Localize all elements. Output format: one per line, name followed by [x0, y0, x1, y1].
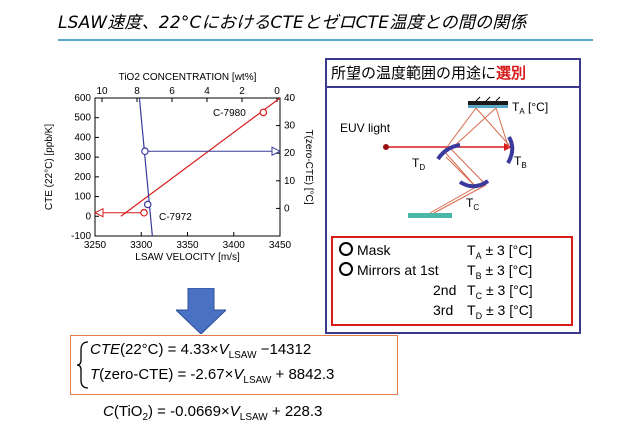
optics-diagram: EUV light TA [°C] TB TD TC: [340, 96, 548, 218]
y2-axis-label: T(zero-CTE) [°C]: [303, 129, 314, 204]
y-tick-label: 400: [74, 132, 91, 143]
panel-heading-text: 所望の温度範囲の用途に: [331, 64, 497, 82]
down-arrow-icon: [176, 288, 226, 334]
data-marker: [259, 108, 268, 117]
data-marker: [141, 147, 149, 156]
panel-heading: 所望の温度範囲の用途に選別: [325, 58, 581, 88]
euv-label: EUV light: [340, 121, 391, 135]
blue-arrow-head: [271, 146, 282, 157]
top-tick-label: 4: [204, 86, 210, 97]
panel-heading-highlight: 選別: [496, 64, 527, 82]
annotation-c7980: C-7980: [213, 108, 246, 119]
y2-tick-label: 10: [284, 176, 296, 187]
y-tick-label: 300: [74, 152, 91, 163]
y-tick-label: 600: [74, 93, 91, 104]
top-tick-label: 2: [239, 86, 245, 97]
ta-label: TA [°C]: [512, 100, 548, 116]
optics-panel: [325, 86, 581, 334]
title-main: LSAW速度、22°CにおけるCTEとゼロCTE温度との間の関係: [58, 13, 527, 33]
temp-row-mirror2: 2nd: [433, 282, 457, 298]
title-underline: [58, 39, 593, 41]
temp-row-mirror3: 3rd: [433, 302, 454, 318]
mask-hatch: [485, 96, 491, 102]
y2-tick-label: 40: [284, 93, 296, 104]
equation-zero-cte: T(zero-CTE) = -2.67×VLSAW + 8842.3: [90, 366, 335, 386]
cte-chart: 3250 3300 3350 3400 34506005004003002001000-…: [44, 72, 314, 263]
top-tick-label: 10: [96, 86, 108, 97]
temperature-table: Mask TA ± 3 [°C] Mirrors at 1st TB ± 3 […: [331, 236, 573, 326]
mask-plate: [468, 101, 508, 105]
left-brace: [76, 341, 89, 389]
y-tick-label: -100: [71, 231, 91, 242]
y2-tick-label: 20: [284, 148, 296, 159]
mirror-c: [458, 179, 490, 189]
temp-row-mask: Mask: [339, 242, 390, 260]
x-axis-label: LSAW VELOCITY [m/s]: [135, 252, 240, 263]
td-label: TD: [412, 156, 425, 172]
euv-source-icon: [383, 144, 389, 150]
y-tick-label: 100: [74, 192, 91, 203]
equation-tio2: C(TiO2) = -0.0669×VLSAW + 228.3: [103, 403, 323, 423]
top-tick-label: 0: [274, 86, 280, 97]
temp-row-mirror1: Mirrors at 1st: [339, 262, 439, 280]
x-tick-label: 3450: [269, 240, 292, 251]
page-title: LSAW速度、22°CにおけるCTEとゼロCTE温度との間の関係: [58, 8, 527, 33]
tc-label: TC: [466, 196, 479, 212]
circle-bullet-icon: [339, 242, 353, 256]
mirror-d: [436, 143, 461, 161]
y-tick-label: 500: [74, 113, 91, 124]
y-tick-label: 0: [85, 211, 91, 222]
tb-label: TB: [514, 154, 527, 170]
equation-box: [70, 335, 398, 395]
y2-tick-label: 30: [284, 121, 296, 132]
wafer: [408, 213, 452, 218]
mirror-b: [506, 135, 515, 164]
x-tick-label: 3400: [223, 240, 246, 251]
mask-hatch: [475, 96, 481, 102]
y-tick-label: 200: [74, 172, 91, 183]
series-line-1: [138, 98, 153, 236]
x-tick-label: 3250: [84, 240, 107, 251]
x-tick-label: 3350: [176, 240, 199, 251]
annotation-c7972: C-7972: [159, 212, 192, 223]
red-arrow-head: [93, 207, 104, 218]
reflected-rays: [429, 107, 510, 214]
y2-tick-label: 0: [284, 203, 290, 214]
top-tick-label: 8: [134, 86, 140, 97]
mask-surface: [468, 105, 508, 108]
temp-value-mask: TA ± 3 [°C]: [467, 242, 533, 261]
temp-value-mirror3: TD ± 3 [°C]: [467, 302, 533, 321]
data-marker: [143, 200, 152, 209]
temp-value-mirror1: TB ± 3 [°C]: [467, 262, 533, 281]
top-axis-label: TiO2 CONCENTRATION [wt%]: [119, 72, 257, 83]
y-axis-label: CTE (22°C) [ppb/K]: [44, 124, 55, 210]
series-line-0: [120, 98, 280, 217]
equation-cte: CTE(22°C) = 4.33×VLSAW −14312: [90, 341, 312, 361]
data-marker: [140, 208, 148, 217]
circle-bullet-icon: [339, 262, 353, 276]
temp-value-mirror2: TC ± 3 [°C]: [467, 282, 533, 301]
top-tick-label: 6: [169, 86, 175, 97]
x-tick-label: 3300: [130, 240, 153, 251]
mask-hatch: [495, 96, 501, 102]
